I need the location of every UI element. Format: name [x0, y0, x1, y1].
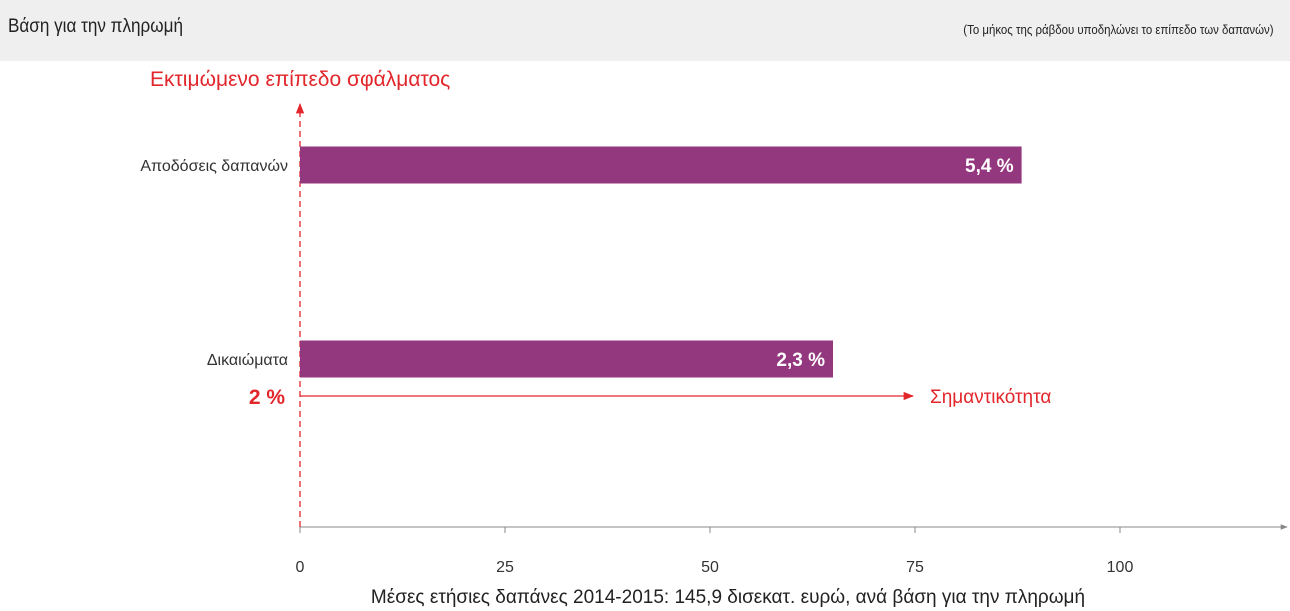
bar-data-label: 2,3 % [776, 350, 825, 371]
x-tick-label: 75 [906, 559, 924, 576]
threshold-label: 2 % [249, 386, 286, 409]
x-tick-label: 100 [1107, 559, 1134, 576]
bar-data-label: 5,4 % [965, 156, 1014, 177]
x-tick-label: 50 [701, 559, 719, 576]
chart-note: (Το μήκος της ράβδου υποδηλώνει το επίπε… [963, 22, 1274, 37]
threshold-arrow-label: Σημαντικότητα [930, 387, 1051, 408]
bar [300, 340, 833, 378]
chart-title: Βάση για την πληρωμή [8, 16, 183, 37]
category-label: Αποδόσεις δαπανών [140, 158, 288, 175]
x-tick-label: 0 [296, 559, 305, 576]
y-axis-title: Εκτιμώμενο επίπεδο σφάλματος [150, 68, 450, 91]
bar [300, 146, 1022, 184]
x-axis-title: Μέσες ετήσιες δαπάνες 2014-2015: 145,9 δ… [371, 587, 1085, 608]
x-tick-label: 25 [496, 559, 514, 576]
header-band [0, 0, 1290, 61]
category-label: Δικαιώματα [207, 352, 288, 369]
